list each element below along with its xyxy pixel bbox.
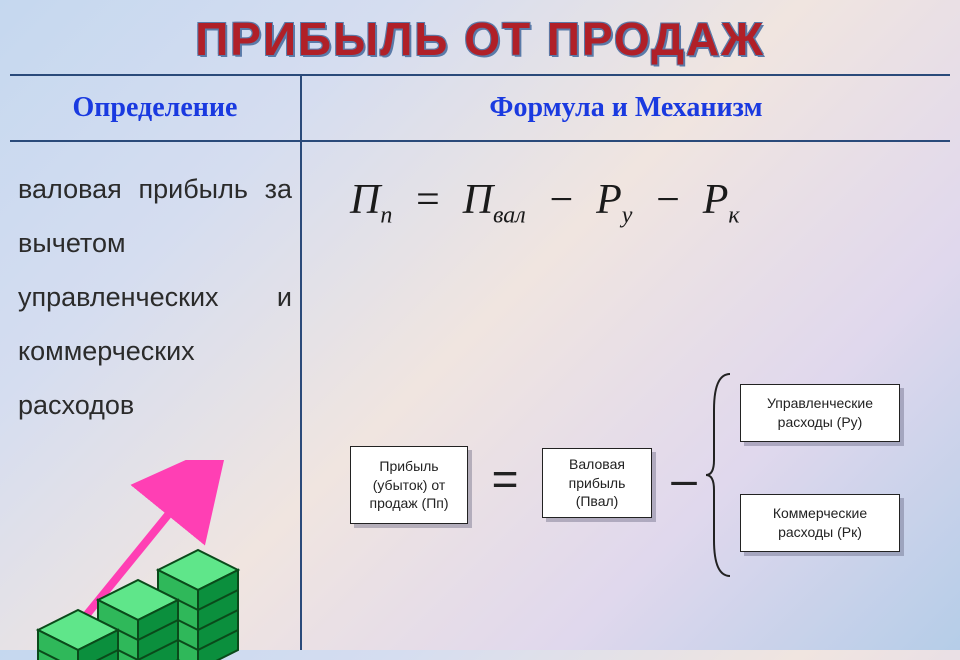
box-commercial-expenses: Коммерческие расходы (Рк) <box>740 494 900 552</box>
box-management-expenses: Управленческие расходы (Ру) <box>740 384 900 442</box>
brace-icon <box>704 370 734 580</box>
formula-t3-var: Р <box>703 177 729 223</box>
box-profit-result: Прибыль (убыток) от продаж (Пп) <box>350 446 468 524</box>
operator-minus: – <box>664 444 704 514</box>
content-grid: Определение Формула и Механизм валовая п… <box>10 74 950 650</box>
formula-t2-sub: у <box>622 202 633 228</box>
formula-t1-var: П <box>463 177 493 223</box>
formula: Пп = Пвал − Ру − Рк <box>350 176 740 229</box>
definition-text: валовая прибыль за вычетом управленчески… <box>18 162 292 432</box>
money-growth-illustration <box>28 460 288 660</box>
operator-equals: = <box>480 444 530 514</box>
formula-t3-sub: к <box>728 202 739 228</box>
horizontal-divider <box>10 140 950 142</box>
formula-result-var: П <box>350 177 380 223</box>
formula-t2-var: Р <box>596 177 622 223</box>
box-gross-profit: Валовая прибыль (Пвал) <box>542 448 652 518</box>
vertical-divider <box>300 76 302 650</box>
formula-t1-sub: вал <box>493 202 526 228</box>
formula-result-sub: п <box>380 202 392 228</box>
header-definition: Определение <box>10 76 300 140</box>
header-formula: Формула и Механизм <box>302 76 950 140</box>
mechanism-diagram: Прибыль (убыток) от продаж (Пп) = Валова… <box>310 366 940 586</box>
page-title: ПРИБЫЛЬ ОТ ПРОДАЖ <box>0 0 960 74</box>
